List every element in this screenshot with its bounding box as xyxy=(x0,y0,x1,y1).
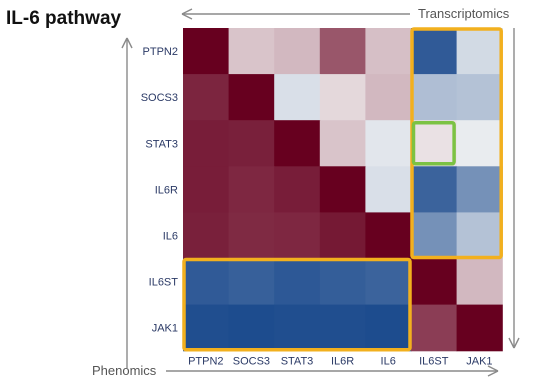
row-label-il6st: IL6ST xyxy=(149,277,179,289)
heatmap-cell-stat3-il6 xyxy=(365,120,412,167)
heatmap-cell-stat3-il6st xyxy=(411,120,458,167)
col-label-il6: IL6 xyxy=(381,356,396,368)
heatmap-cell-stat3-stat3 xyxy=(274,120,321,167)
heatmap-cell-il6-jak1 xyxy=(456,212,503,260)
heatmap-cell-jak1-jak1 xyxy=(456,304,503,352)
heatmap-cell-il6r-stat3 xyxy=(274,166,321,213)
row-label-il6: IL6 xyxy=(163,230,178,242)
heatmap-cell-socs3-jak1 xyxy=(456,74,503,121)
heatmap-cell-il6st-stat3 xyxy=(274,258,321,306)
heatmap-cell-il6st-il6st xyxy=(411,258,458,306)
heatmap-cell-il6-il6 xyxy=(365,212,412,260)
heatmap-cell-il6st-il6r xyxy=(319,258,366,306)
heatmap-cell-socs3-ptpn2 xyxy=(183,74,230,121)
left-arrow-head-icon xyxy=(121,37,133,49)
top-arrow-label: Transcriptomics xyxy=(418,6,510,21)
heatmap-cell-jak1-il6r xyxy=(319,304,366,352)
row-label-stat3: STAT3 xyxy=(145,138,178,150)
heatmap-cell-socs3-il6r xyxy=(319,74,366,121)
heatmap-cell-jak1-il6st xyxy=(411,304,458,352)
chart-title: IL-6 pathway xyxy=(6,8,122,29)
heatmap-cell-socs3-il6st xyxy=(411,74,458,121)
col-tick-labels: PTPN2 SOCS3 STAT3 IL6R IL6 IL6ST JAK1 xyxy=(188,356,492,368)
heatmap-cell-ptpn2-il6r xyxy=(319,28,366,75)
bottom-arrow-label: Phenomics xyxy=(92,363,157,378)
heatmap-cell-stat3-socs3 xyxy=(228,120,275,167)
heatmap-cell-stat3-jak1 xyxy=(456,120,503,167)
heatmap-cell-il6r-il6st xyxy=(411,166,458,213)
col-label-il6st: IL6ST xyxy=(419,356,449,368)
highlight-box-stat3-il6st xyxy=(411,120,456,166)
heatmap-cell-il6r-socs3 xyxy=(228,166,275,213)
row-label-socs3: SOCS3 xyxy=(141,92,178,104)
heatmap-cell-socs3-il6 xyxy=(365,74,412,121)
heatmap-cell-il6r-ptpn2 xyxy=(183,166,230,213)
heatmap-cell-il6st-jak1 xyxy=(456,258,503,306)
col-label-ptpn2: PTPN2 xyxy=(188,356,223,368)
col-label-jak1: JAK1 xyxy=(466,356,492,368)
heatmap-cell-ptpn2-jak1 xyxy=(456,28,503,75)
heatmap-cells xyxy=(183,28,503,352)
heatmap-cell-il6st-socs3 xyxy=(228,258,275,306)
row-label-jak1: JAK1 xyxy=(152,323,178,335)
heatmap-cell-ptpn2-stat3 xyxy=(274,28,321,75)
heatmap-cell-jak1-il6 xyxy=(365,304,412,352)
row-label-ptpn2: PTPN2 xyxy=(143,46,178,58)
heatmap-cell-socs3-socs3 xyxy=(228,74,275,121)
row-label-il6r: IL6R xyxy=(155,184,178,196)
heatmap-cell-il6r-il6 xyxy=(365,166,412,213)
heatmap-cell-ptpn2-socs3 xyxy=(228,28,275,75)
heatmap-cell-il6-ptpn2 xyxy=(183,212,230,260)
col-label-il6r: IL6R xyxy=(331,356,354,368)
heatmap-cell-ptpn2-il6 xyxy=(365,28,412,75)
heatmap-cell-il6-socs3 xyxy=(228,212,275,260)
heatmap-cell-ptpn2-ptpn2 xyxy=(183,28,230,75)
heatmap-cell-il6-stat3 xyxy=(274,212,321,260)
bottom-arrow-head-icon xyxy=(487,365,499,377)
heatmap-cell-il6-il6r xyxy=(319,212,366,260)
row-tick-labels: PTPN2 SOCS3 STAT3 IL6R IL6 IL6ST JAK1 xyxy=(141,46,179,335)
heatmap-cell-jak1-ptpn2 xyxy=(183,304,230,352)
right-arrow-head-icon xyxy=(508,337,520,349)
heatmap-cell-il6st-ptpn2 xyxy=(183,258,230,306)
heatmap-cell-socs3-stat3 xyxy=(274,74,321,121)
heatmap-cell-il6-il6st xyxy=(411,212,458,260)
highlight-boxes xyxy=(182,27,503,352)
highlight-box-phenomics xyxy=(182,257,412,352)
heatmap-cell-il6r-il6r xyxy=(319,166,366,213)
heatmap-cell-il6r-jak1 xyxy=(456,166,503,213)
col-label-stat3: STAT3 xyxy=(281,356,314,368)
heatmap-cell-stat3-il6r xyxy=(319,120,366,167)
top-arrow-head-icon xyxy=(181,8,193,20)
heatmap-cell-jak1-socs3 xyxy=(228,304,275,352)
heatmap-cell-il6st-il6 xyxy=(365,258,412,306)
heatmap-cell-ptpn2-il6st xyxy=(411,28,458,75)
heatmap-cell-jak1-stat3 xyxy=(274,304,321,352)
heatmap-cell-stat3-ptpn2 xyxy=(183,120,230,167)
col-label-socs3: SOCS3 xyxy=(233,356,270,368)
